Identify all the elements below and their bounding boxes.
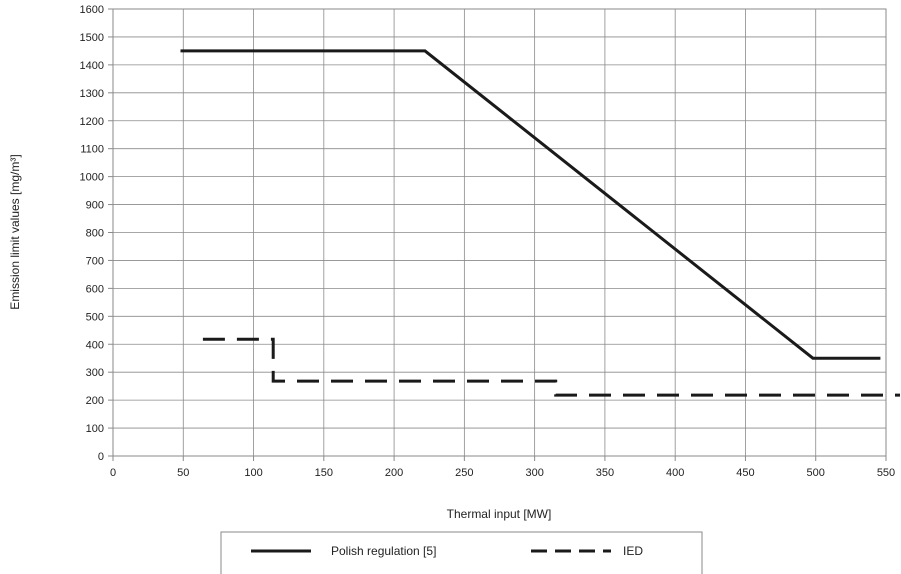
axes: 0 50 100 150 200 250 300 350 400 450 500 550 0 100 200… [80, 4, 896, 479]
y-tick-label: 500 [86, 311, 104, 323]
x-tick-label: 150 [315, 467, 333, 479]
y-tick-label: 0 [98, 451, 104, 463]
y-tick-label: 1000 [80, 172, 104, 184]
x-tick-label: 500 [807, 467, 825, 479]
grid-lines [112, 8, 887, 457]
y-tick-label: 700 [86, 255, 104, 267]
x-tick-label: 250 [455, 467, 473, 479]
y-tick-label: 1500 [80, 32, 104, 44]
y-tick-label: 200 [86, 395, 104, 407]
y-tick-label: 1300 [80, 88, 104, 100]
x-tick-label: 350 [596, 467, 614, 479]
y-tick-label: 800 [86, 228, 104, 240]
x-tick-label: 550 [877, 467, 895, 479]
x-tick-label: 100 [244, 467, 262, 479]
x-tick-label: 450 [736, 467, 754, 479]
y-tick-label: 600 [86, 283, 104, 295]
legend-box [220, 531, 703, 574]
x-tick-label: 300 [525, 467, 543, 479]
y-tick-label: 1200 [80, 116, 104, 128]
y-tick-label: 900 [86, 200, 104, 212]
y-tick-label: 1400 [80, 60, 104, 72]
x-tick-label: 0 [110, 467, 116, 479]
y-tick-label: 100 [86, 423, 104, 435]
y-tick-label: 400 [86, 339, 104, 351]
x-tick-label: 400 [666, 467, 684, 479]
series-line-ied [202, 337, 900, 397]
series-lines [180, 49, 900, 397]
x-tick-label: 200 [385, 467, 403, 479]
legend-label-ied: IED [623, 544, 643, 558]
x-axis-label: Thermal input [MW] [447, 507, 552, 521]
legend: Polish regulation [5] IED [220, 531, 703, 574]
y-tick-label: 300 [86, 367, 104, 379]
series-line-polish-regulation [180, 49, 881, 360]
legend-label-polish-regulation: Polish regulation [5] [331, 544, 436, 558]
y-axis-label: Emission limit values [mg/m³] [8, 154, 22, 309]
y-tick-label: 1100 [80, 144, 104, 156]
y-tick-label: 1600 [80, 4, 104, 16]
x-tick-label: 50 [177, 467, 189, 479]
